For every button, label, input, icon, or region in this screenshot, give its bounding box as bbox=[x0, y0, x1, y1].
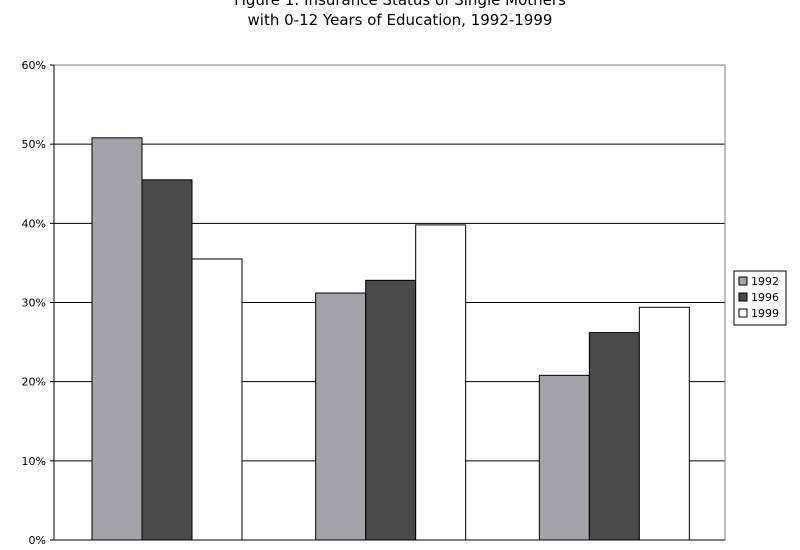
bar-1992 bbox=[91, 137, 143, 541]
bar-1999 bbox=[191, 258, 243, 541]
bar-1996 bbox=[365, 279, 417, 541]
plot-frame bbox=[53, 64, 726, 541]
y-tick-label: 50% bbox=[22, 138, 46, 151]
bars bbox=[91, 137, 690, 541]
bar-1996 bbox=[588, 332, 640, 541]
y-tick-label: 60% bbox=[22, 59, 46, 72]
bar-1999 bbox=[638, 306, 690, 541]
y-axis: 0% 10% 20% 30% 40% 50% 60% bbox=[22, 59, 54, 547]
y-tick-label: 10% bbox=[22, 455, 46, 468]
legend-label-1996: 1996 bbox=[751, 291, 779, 304]
legend-swatch-1996 bbox=[738, 292, 748, 302]
legend-swatch-1999 bbox=[738, 308, 748, 318]
bar-1999 bbox=[415, 224, 467, 541]
bar-1996 bbox=[141, 179, 193, 541]
y-tick-label: 40% bbox=[22, 217, 46, 230]
chart-title-line-1: Figure 1: Insurance Status of Single Mot… bbox=[234, 0, 566, 9]
chart-title: Figure 1: Insurance Status of Single Mot… bbox=[0, 0, 800, 30]
y-tick-label: 0% bbox=[29, 534, 46, 547]
chart-title-line-2: with 0-12 Years of Education, 1992-1999 bbox=[247, 11, 553, 29]
legend-swatch-1992 bbox=[738, 276, 748, 286]
legend: 1992 1996 1999 bbox=[733, 270, 787, 326]
legend-label-1999: 1999 bbox=[751, 307, 779, 320]
y-tick-label: 30% bbox=[22, 297, 46, 310]
bar-1992 bbox=[538, 374, 590, 541]
bar-1992 bbox=[315, 292, 367, 541]
legend-label-1992: 1992 bbox=[751, 275, 779, 288]
y-tick-label: 20% bbox=[22, 376, 46, 389]
